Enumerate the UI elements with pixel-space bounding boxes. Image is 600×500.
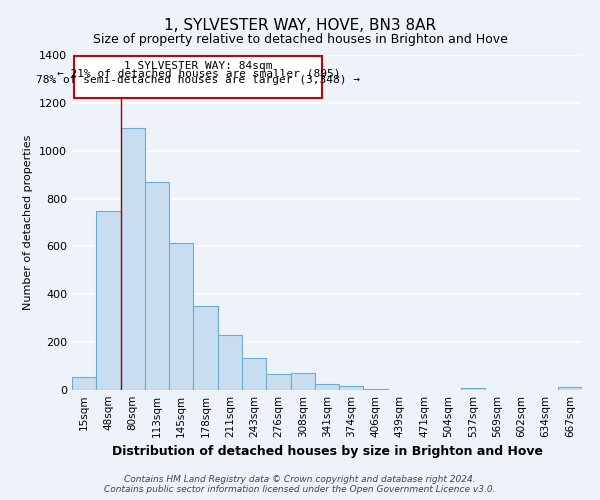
Text: 1, SYLVESTER WAY, HOVE, BN3 8AR: 1, SYLVESTER WAY, HOVE, BN3 8AR [164,18,436,32]
Bar [558,387,582,390]
Text: 78% of semi-detached houses are larger (3,348) →: 78% of semi-detached houses are larger (… [36,76,360,86]
Bar [461,388,485,390]
Bar [72,377,96,390]
Bar [290,373,315,390]
X-axis label: Distribution of detached houses by size in Brighton and Hove: Distribution of detached houses by size … [112,446,542,458]
Bar [315,384,339,390]
Bar [96,210,121,390]
FancyBboxPatch shape [74,56,322,98]
Text: Contains HM Land Registry data © Crown copyright and database right 2024.
Contai: Contains HM Land Registry data © Crown c… [104,474,496,494]
Bar [169,243,193,390]
Bar [193,306,218,390]
Bar [339,386,364,390]
Bar [145,182,169,390]
Text: Size of property relative to detached houses in Brighton and Hove: Size of property relative to detached ho… [92,32,508,46]
Bar [266,374,290,390]
Text: ← 21% of detached houses are smaller (895): ← 21% of detached houses are smaller (89… [56,68,340,78]
Y-axis label: Number of detached properties: Number of detached properties [23,135,34,310]
Bar [121,128,145,390]
Text: 1 SYLVESTER WAY: 84sqm: 1 SYLVESTER WAY: 84sqm [124,60,272,70]
Bar [242,358,266,390]
Bar [218,336,242,390]
